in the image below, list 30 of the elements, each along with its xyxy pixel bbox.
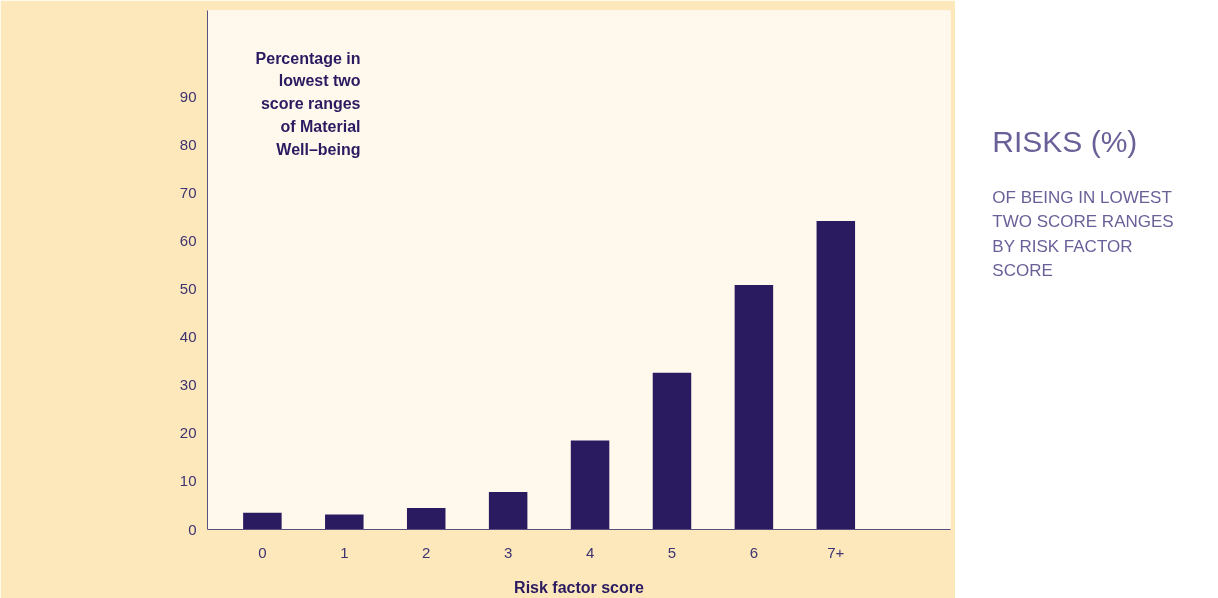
y-axis-title: Percentage in lowest two score ranges of Material Well–being xyxy=(255,49,361,159)
x-tick-label: 4 xyxy=(585,543,595,561)
y-tick-label: 80 xyxy=(179,136,197,154)
x-tick-label: 3 xyxy=(503,543,513,561)
y-tick-label: 70 xyxy=(179,184,197,202)
bar xyxy=(406,507,446,530)
x-tick-label: 6 xyxy=(749,543,759,561)
bar xyxy=(816,220,856,530)
y-tick-label: 50 xyxy=(179,280,197,298)
y-tick-label: 40 xyxy=(179,328,197,346)
y-tick-label: 20 xyxy=(179,424,197,442)
bar xyxy=(488,492,528,530)
x-tick-label: 7+ xyxy=(827,543,845,561)
x-tick-label: 1 xyxy=(340,543,349,561)
y-tick-label: 90 xyxy=(179,88,197,105)
text: OF BEING IN LOWEST TWO SCORE RANGES BY RISK FACTOR SCORE xyxy=(992,187,1174,281)
x-tick-label: 5 xyxy=(667,543,677,561)
x-tick-label: 0 xyxy=(258,543,267,561)
bar xyxy=(243,512,282,530)
bar xyxy=(734,284,774,530)
x-axis-title: Risk factor score xyxy=(514,578,645,596)
bar xyxy=(325,514,364,530)
bar xyxy=(652,372,692,530)
bar xyxy=(570,440,610,530)
x-tick-label: 2 xyxy=(422,543,431,561)
y-tick-label: 60 xyxy=(179,232,197,250)
y-tick-label: 10 xyxy=(179,472,197,490)
y-tick-label: 30 xyxy=(179,376,197,394)
y-tick-label: 0 xyxy=(188,520,197,538)
text: RISKS (%) xyxy=(992,125,1138,159)
